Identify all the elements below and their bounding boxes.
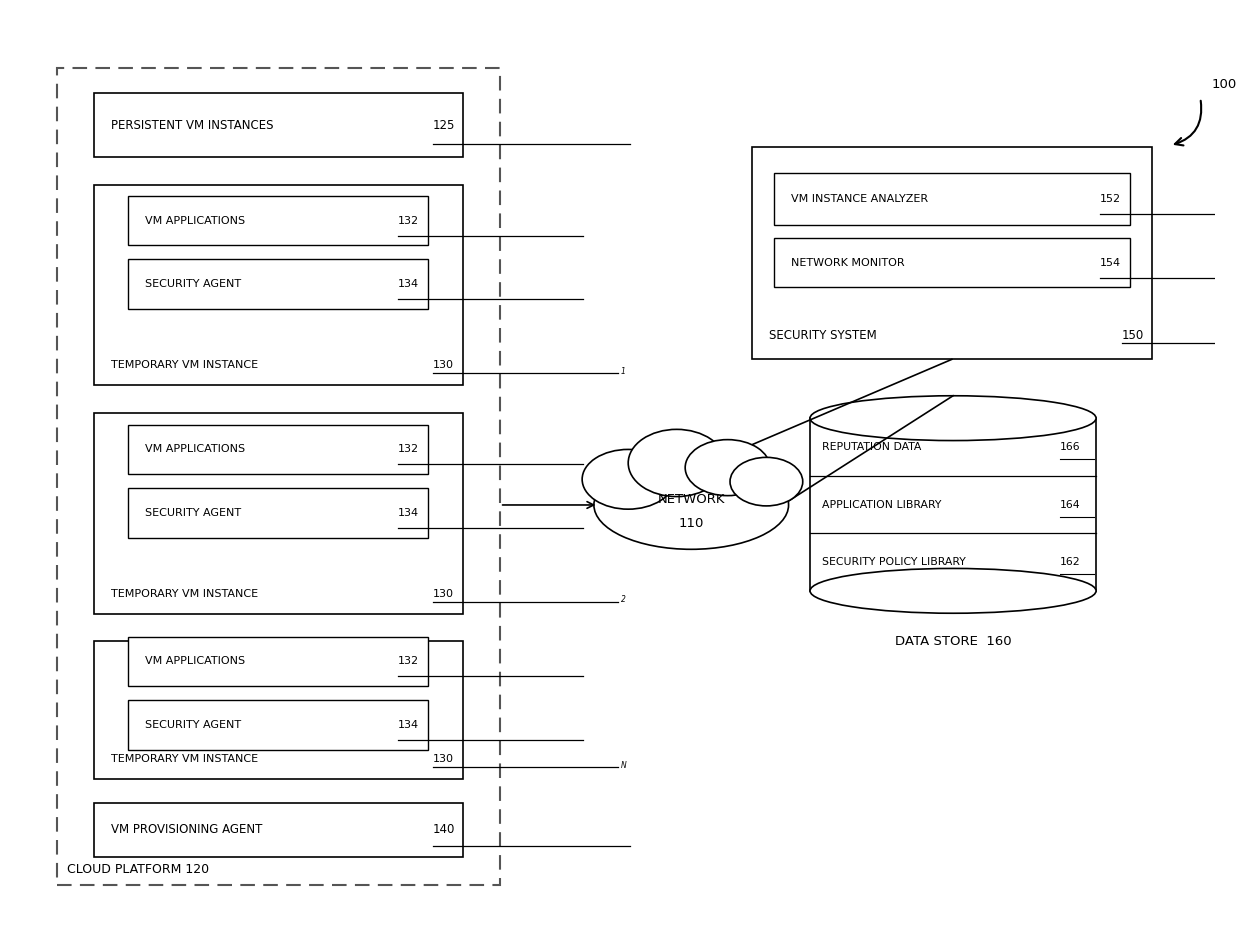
Bar [94, 803, 464, 857]
Text: REPUTATION DATA: REPUTATION DATA [822, 442, 921, 452]
Ellipse shape [810, 568, 1096, 613]
Bar [128, 196, 428, 245]
Text: VM INSTANCE ANALYZER: VM INSTANCE ANALYZER [791, 193, 928, 204]
Text: SECURITY POLICY LIBRARY: SECURITY POLICY LIBRARY [822, 557, 966, 567]
Text: VM APPLICATIONS: VM APPLICATIONS [145, 216, 244, 225]
Text: SECURITY SYSTEM: SECURITY SYSTEM [769, 329, 877, 342]
Bar [751, 146, 1152, 360]
Bar [774, 238, 1130, 287]
Text: SECURITY AGENT: SECURITY AGENT [145, 720, 241, 730]
Text: 140: 140 [433, 824, 455, 837]
Text: 132: 132 [398, 656, 419, 667]
Ellipse shape [582, 450, 675, 509]
Text: TEMPORARY VM INSTANCE: TEMPORARY VM INSTANCE [110, 360, 258, 370]
Text: SECURITY AGENT: SECURITY AGENT [145, 508, 241, 518]
Bar [128, 700, 428, 749]
Text: 125: 125 [433, 118, 455, 131]
Text: VM APPLICATIONS: VM APPLICATIONS [145, 656, 244, 667]
Text: 134: 134 [398, 720, 419, 730]
Text: 132: 132 [398, 216, 419, 225]
Bar [774, 173, 1130, 225]
Text: 110: 110 [678, 517, 704, 531]
Ellipse shape [686, 439, 770, 496]
Bar [94, 185, 464, 386]
Bar [128, 424, 428, 474]
Text: 162: 162 [1060, 557, 1080, 567]
Text: CLOUD PLATFORM 120: CLOUD PLATFORM 120 [67, 863, 210, 875]
Bar [810, 418, 1096, 591]
Bar [94, 413, 464, 614]
Bar [128, 488, 428, 538]
Text: DATA STORE  160: DATA STORE 160 [895, 635, 1012, 648]
Text: SECURITY AGENT: SECURITY AGENT [145, 279, 241, 289]
Text: 152: 152 [1100, 193, 1121, 204]
Text: VM PROVISIONING AGENT: VM PROVISIONING AGENT [110, 824, 262, 837]
Text: N: N [621, 761, 626, 770]
Bar [128, 637, 428, 686]
Text: 132: 132 [398, 444, 419, 454]
Text: TEMPORARY VM INSTANCE: TEMPORARY VM INSTANCE [110, 589, 258, 599]
Text: NETWORK MONITOR: NETWORK MONITOR [791, 257, 904, 268]
Text: APPLICATION LIBRARY: APPLICATION LIBRARY [822, 500, 941, 510]
Text: 134: 134 [398, 279, 419, 289]
Ellipse shape [629, 429, 725, 497]
Text: 100: 100 [1211, 79, 1236, 91]
Text: VM APPLICATIONS: VM APPLICATIONS [145, 444, 244, 454]
Text: 154: 154 [1100, 257, 1121, 268]
Text: 166: 166 [1060, 442, 1080, 452]
Text: 150: 150 [1121, 329, 1143, 342]
Bar [128, 259, 428, 309]
Text: 130: 130 [433, 360, 454, 370]
Text: 1: 1 [621, 366, 625, 376]
Text: 130: 130 [433, 754, 454, 763]
Text: PERSISTENT VM INSTANCES: PERSISTENT VM INSTANCES [110, 118, 273, 131]
Text: 2: 2 [621, 595, 625, 605]
Bar [57, 69, 500, 885]
Text: 130: 130 [433, 589, 454, 599]
Ellipse shape [810, 395, 1096, 440]
Text: 164: 164 [1060, 500, 1080, 510]
Text: 134: 134 [398, 508, 419, 518]
Text: TEMPORARY VM INSTANCE: TEMPORARY VM INSTANCE [110, 754, 258, 763]
Text: NETWORK: NETWORK [657, 493, 725, 506]
Bar [94, 93, 464, 157]
Ellipse shape [594, 461, 789, 549]
Bar [94, 641, 464, 779]
Ellipse shape [730, 457, 802, 506]
